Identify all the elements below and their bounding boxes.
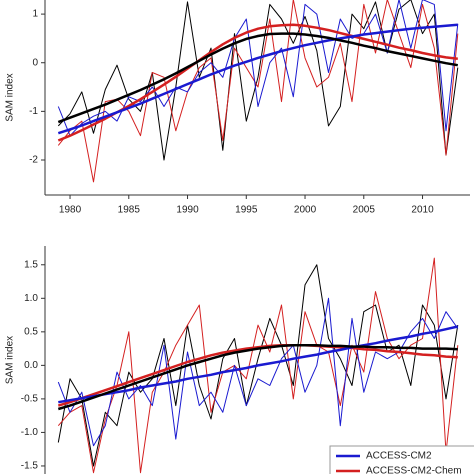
series-line [57,257,459,474]
series-line [57,0,459,161]
y-tick-label: 0 [32,57,38,68]
x-tick-label: 2005 [353,205,376,216]
y-tick-label: 0.0 [24,360,38,371]
series-line [57,0,459,137]
legend-box [329,445,474,474]
y-tick-label: -1.5 [21,461,39,472]
plot-area [57,0,459,183]
series-line [57,0,459,183]
y-tick-label: -1 [29,106,38,117]
x-tick-label: 1980 [59,205,82,216]
x-tick-label: 2000 [294,205,317,216]
series-line [57,23,458,142]
x-tick-label: 2010 [411,205,434,216]
series-line [57,32,459,124]
y-tick-label: 1 [32,9,38,20]
series-line [57,343,458,411]
y-tick-label: -2 [29,155,38,166]
series-line [57,297,459,447]
plot-area [57,257,459,474]
y-axis-label: SAM index [5,73,16,121]
legend-label: ACCESS-CM2 [366,451,432,462]
x-tick-label: 1995 [235,205,258,216]
series-line [57,23,458,135]
series-line [57,343,458,407]
y-tick-label: -1.0 [21,427,39,438]
y-tick-label: 1.0 [24,293,38,304]
legend-label: ACCESS-CM2-Chem [366,466,462,474]
y-tick-label: 0.5 [24,326,38,337]
y-tick-label: -0.5 [21,394,39,405]
y-tick-label: 1.5 [24,259,38,270]
x-tick-label: 1990 [176,205,199,216]
series-line [58,325,459,404]
x-tick-label: 1985 [118,205,141,216]
y-axis-label: SAM index [5,336,16,384]
